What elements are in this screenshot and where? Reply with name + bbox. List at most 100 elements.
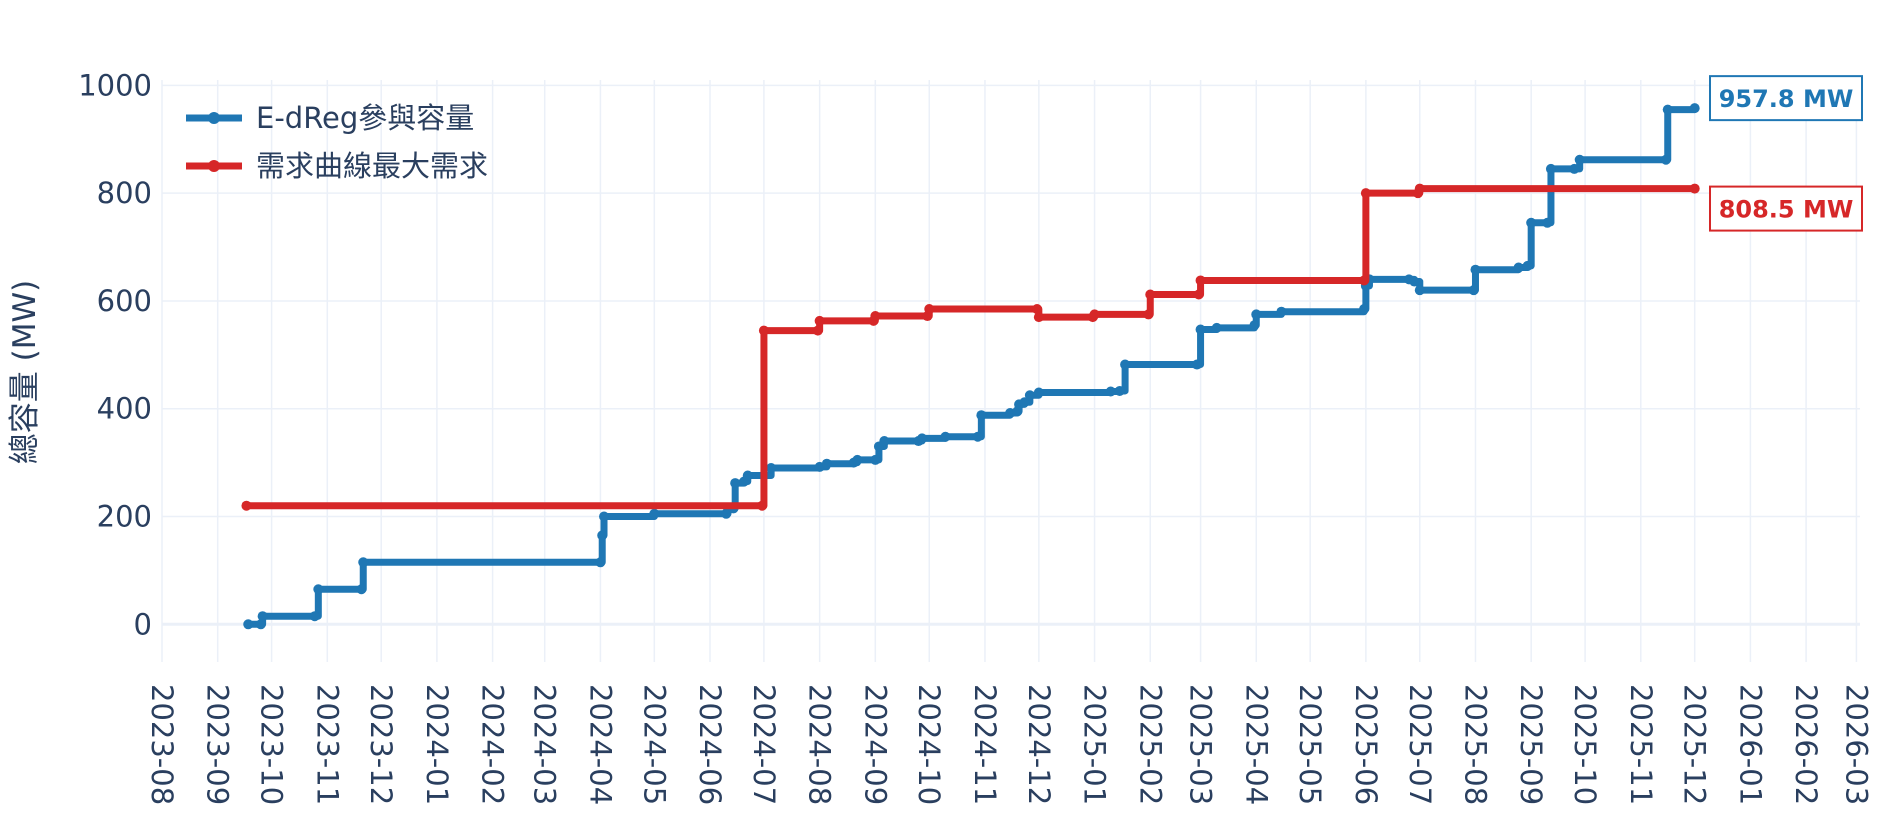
x-tick-label: 2025-05 [1293, 684, 1327, 805]
series-0-point [595, 557, 606, 568]
series-0-point [1033, 387, 1044, 398]
y-tick-label: 400 [97, 392, 152, 426]
y-tick-label: 600 [97, 284, 152, 318]
x-tick-label: 2025-09 [1514, 684, 1548, 805]
series-0-point [1545, 163, 1556, 174]
x-tick-label: 2024-04 [583, 684, 617, 805]
x-tick-label: 2025-01 [1078, 684, 1112, 805]
series-0-point [1409, 276, 1420, 287]
series-0-point [358, 557, 369, 568]
x-axis-ticks: 2023-08 2023-09 2023-10 2023-11 2023-12 2024-… [145, 684, 1873, 805]
series-1-point [1089, 309, 1100, 320]
series-0-point [1251, 309, 1262, 320]
series-lines [241, 103, 1700, 630]
x-tick-label: 2024-07 [747, 684, 781, 805]
series-0-point [1574, 154, 1585, 165]
series-0-point [1276, 306, 1287, 317]
series-0-point [1105, 386, 1116, 397]
series-0-point [1359, 304, 1370, 315]
series-0-point [1195, 324, 1206, 335]
series-0-point [1114, 385, 1125, 396]
x-tick-label: 2024-06 [693, 684, 727, 805]
series-0-point [852, 454, 863, 465]
series-0-point [1211, 322, 1222, 333]
series-1-point [1033, 312, 1044, 323]
series-0-point [1689, 103, 1700, 114]
series-0-point [1542, 217, 1553, 228]
legend-label: E-dReg參與容量 [256, 101, 474, 135]
series-0-point [1662, 104, 1673, 115]
x-tick-label: 2026-01 [1733, 684, 1767, 805]
x-tick-label: 2025-08 [1458, 684, 1492, 805]
series-1-point [1145, 289, 1156, 300]
series-0-point [821, 458, 832, 469]
x-tick-label: 2024-03 [528, 684, 562, 805]
series-0-point [599, 511, 610, 522]
y-tick-label: 1000 [78, 68, 152, 102]
series-0-point [1414, 285, 1425, 296]
end-value-labels: 957.8 MW 808.5 MW [1709, 75, 1863, 232]
x-tick-label: 2026-03 [1839, 684, 1873, 805]
series-1-point [924, 304, 935, 315]
series-0-point [1522, 260, 1533, 271]
series-0-point [1660, 154, 1671, 165]
y-tick-label: 200 [97, 500, 152, 534]
series-0-point [1513, 262, 1524, 273]
series-0-point [1249, 320, 1260, 331]
x-tick-label: 2023-11 [310, 684, 344, 805]
series-0-point [1470, 264, 1481, 275]
x-tick-label: 2025-10 [1568, 684, 1602, 805]
series-0-point [742, 470, 753, 481]
series-0-point [255, 619, 266, 630]
series-0-point [597, 530, 608, 541]
series-1-point [241, 500, 252, 511]
legend-swatch-marker [208, 112, 220, 124]
y-axis-ticks: 0 200 400 600 800 1000 [78, 68, 152, 641]
series-1-point [1359, 275, 1370, 286]
x-tick-label: 2024-05 [637, 684, 671, 805]
series-0-point [1468, 285, 1479, 296]
series-0-point [940, 431, 951, 442]
series-0-point [917, 433, 928, 444]
series-1-point [1193, 289, 1204, 300]
end-value-label: 808.5 MW [1719, 196, 1854, 224]
series-0-point [870, 454, 881, 465]
x-tick-label: 2024-11 [968, 684, 1002, 805]
series-0-point [649, 508, 660, 519]
x-tick-label: 2025-03 [1184, 684, 1218, 805]
series-line-1 [242, 185, 1699, 510]
x-tick-label: 2024-10 [912, 684, 946, 805]
series-0-point [1569, 163, 1580, 174]
series-0-point [976, 410, 987, 421]
x-tick-label: 2024-01 [420, 684, 454, 805]
series-1-point [1689, 183, 1700, 194]
end-value-label: 957.8 MW [1719, 85, 1854, 113]
y-axis-title: 總容量 (MW) [7, 280, 43, 464]
x-tick-label: 2024-09 [858, 684, 892, 805]
x-tick-label: 2023-08 [145, 684, 179, 805]
series-0-point [356, 584, 367, 595]
series-1-point [757, 500, 768, 511]
series-0-point [1120, 359, 1131, 370]
y-tick-label: 800 [97, 176, 152, 210]
x-tick-label: 2024-08 [803, 684, 837, 805]
series-1-point [1143, 309, 1154, 320]
series-0-point [766, 463, 777, 473]
series-0-point [730, 478, 741, 489]
x-tick-label: 2025-04 [1239, 684, 1273, 805]
x-tick-label: 2025-02 [1133, 684, 1167, 805]
x-tick-label: 2023-09 [201, 684, 235, 805]
x-tick-label: 2023-10 [255, 684, 289, 805]
series-1-point [1360, 188, 1371, 199]
series-1-point [1195, 275, 1206, 286]
series-1-point [758, 325, 769, 336]
series-0-point [257, 611, 268, 622]
x-tick-label: 2023-12 [364, 684, 398, 805]
series-0-point [972, 431, 983, 442]
end-label-box [1709, 75, 1863, 122]
series-0-point [879, 436, 890, 447]
series-0-point [1019, 397, 1030, 408]
